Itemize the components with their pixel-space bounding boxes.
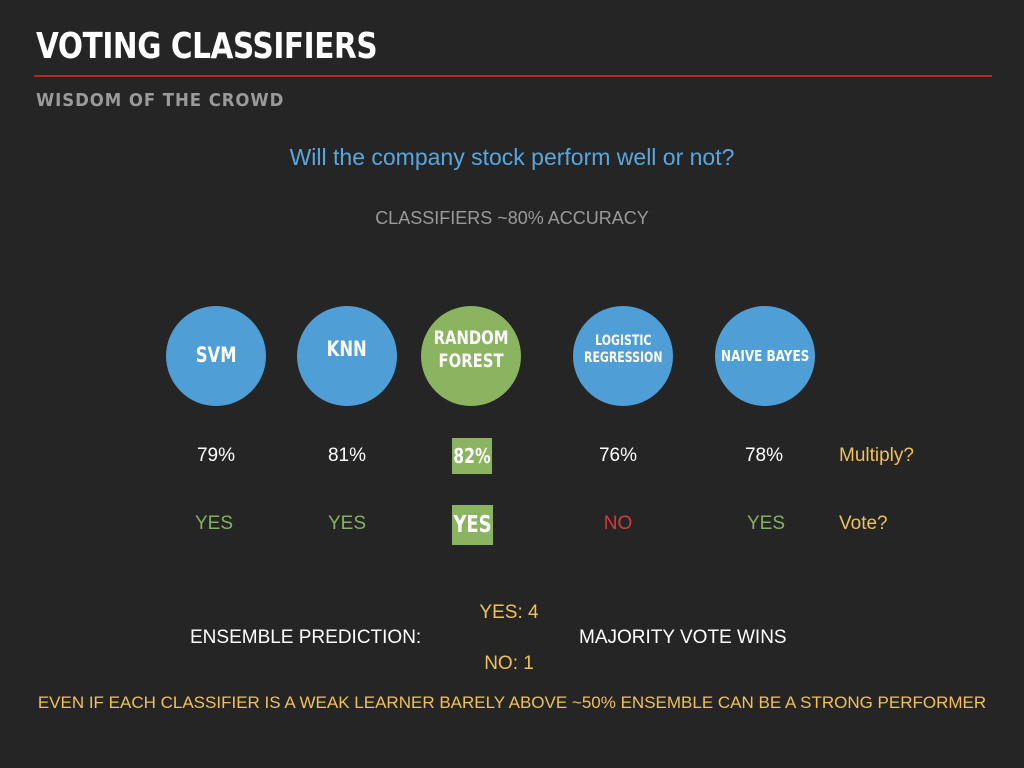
multiply-row-label: Multiply? [839,445,914,466]
accuracy-naive-bayes: 78% [744,445,784,466]
classifiers-accuracy-note: CLASSIFIERS ~80% ACCURACY [375,208,649,228]
vote-svm: YES [194,513,234,534]
vote-random-forest-highlight: YES [452,505,493,545]
question-text: Will the company stock perform well or n… [289,144,735,170]
vote-random-forest: YES [453,512,492,538]
classifier-circle-random-forest: RANDOM FOREST [421,306,521,406]
accuracy-random-forest: 82% [453,444,491,468]
classifier-name-knn: KNN [326,337,368,362]
accuracy-knn: 81% [327,445,367,466]
majority-vote-rule: MAJORITY VOTE WINS [579,627,787,648]
classifier-name-logistic-regression: LOGISTIC REGRESSION [583,333,663,366]
ensemble-prediction-label: ENSEMBLE PREDICTION: [190,627,422,648]
classifier-name-svm: SVM [195,343,237,368]
vote-logistic-regression: NO [603,513,633,534]
vote-knn: YES [327,513,367,534]
title-divider [34,75,992,77]
classifier-circle-knn: KNN [297,306,397,406]
classifier-name-naive-bayes: NAIVE BAYES [720,347,810,365]
slide-title: VOTING CLASSIFIERS [36,26,378,67]
classifier-circle-naive-bayes: NAIVE BAYES [715,306,815,406]
classifier-circle-logistic-regression: LOGISTIC REGRESSION [573,306,673,406]
slide-subtitle: WISDOM OF THE CROWD [36,90,285,111]
vote-naive-bayes: YES [746,513,786,534]
classifier-circle-svm: SVM [166,306,266,406]
classifier-name-random-forest: RANDOM FOREST [433,327,509,372]
no-count: NO: 1 [484,653,534,674]
accuracy-svm: 79% [196,445,236,466]
footer-note: EVEN IF EACH CLASSIFIER IS A WEAK LEARNE… [37,693,987,712]
accuracy-random-forest-highlight: 82% [452,438,492,474]
vote-row-label: Vote? [839,513,888,534]
yes-count: YES: 4 [479,602,539,623]
accuracy-logistic-regression: 76% [598,445,638,466]
